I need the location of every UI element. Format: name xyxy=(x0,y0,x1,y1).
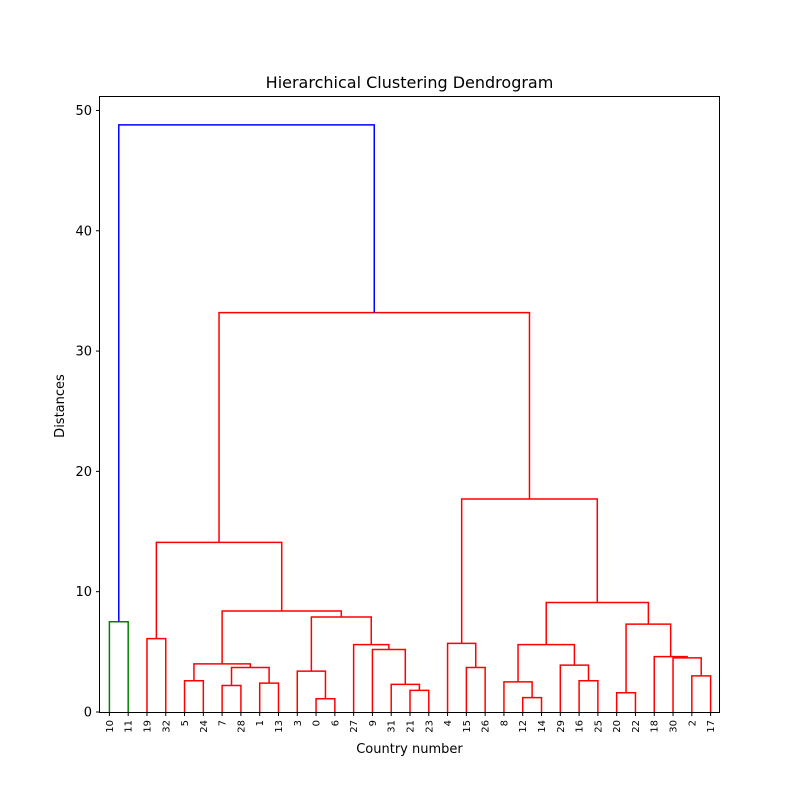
x-tick-label: 1 xyxy=(255,720,266,726)
dendrogram-link-15 xyxy=(155,541,283,639)
x-tick-label: 32 xyxy=(161,720,172,733)
x-tick-label: 22 xyxy=(631,720,642,733)
dendrogram-link-0 xyxy=(108,621,129,712)
x-tick-label: 17 xyxy=(706,720,717,733)
dendrogram-link-14 xyxy=(221,610,343,664)
dendrogram-link-10 xyxy=(390,683,421,712)
y-tick-label: 20 xyxy=(75,465,92,480)
dendrogram-link-27 xyxy=(625,623,672,693)
x-tick-label: 21 xyxy=(406,720,417,733)
x-tick-label: 3 xyxy=(293,720,304,726)
x-tick-label: 18 xyxy=(650,720,661,733)
x-tick-label: 8 xyxy=(499,720,510,726)
x-tick-label: 24 xyxy=(199,720,210,733)
x-tick-label: 13 xyxy=(274,720,285,733)
x-tick-label: 15 xyxy=(462,720,473,733)
x-tick-label: 10 xyxy=(105,720,116,733)
x-tick-label: 14 xyxy=(537,720,548,733)
dendrogram-link-6 xyxy=(193,663,252,681)
x-tick-label: 4 xyxy=(443,720,454,726)
dendrogram-link-11 xyxy=(371,648,407,712)
dendrogram-link-30 xyxy=(218,311,531,543)
x-tick-label: 12 xyxy=(518,720,529,733)
x-tick-label: 9 xyxy=(368,720,379,726)
dendrogram-link-18 xyxy=(521,696,543,712)
x-axis-label: Country number xyxy=(356,742,463,757)
x-tick-label: 20 xyxy=(612,720,623,733)
x-tick-label: 19 xyxy=(142,720,153,733)
dendrogram-link-7 xyxy=(315,698,336,712)
dendrogram-link-29 xyxy=(460,498,599,644)
dendrogram-link-19 xyxy=(503,681,533,712)
dendrogram-link-9 xyxy=(409,689,430,712)
x-tick-label: 25 xyxy=(593,720,604,733)
dendrogram-link-4 xyxy=(258,682,280,712)
y-tick-label: 50 xyxy=(75,104,92,119)
dendrogram-link-20 xyxy=(578,679,599,712)
chart-title: Hierarchical Clustering Dendrogram xyxy=(266,73,554,92)
y-tick-label: 0 xyxy=(84,706,92,721)
dendrogram-link-3 xyxy=(221,684,242,712)
dendrogram-link-12 xyxy=(352,643,390,712)
x-tick-label: 2 xyxy=(687,720,698,726)
dendrogram-link-1 xyxy=(146,637,167,712)
x-tick-label: 16 xyxy=(575,720,586,733)
dendrogram-link-16 xyxy=(465,666,486,712)
x-tick-label: 5 xyxy=(180,720,191,726)
x-axis: 10 11 19 32 5 24 7 28 1 13 3 0 6 27 9 31 21 23 4 15 26 8 12 14 2… xyxy=(105,712,717,733)
dendrogram-link-28 xyxy=(545,601,650,645)
x-tick-label: 23 xyxy=(424,720,435,733)
x-tick-label: 0 xyxy=(312,720,323,726)
y-axis: 0 10 20 30 40 50 xyxy=(75,104,100,721)
dendrogram-link-23 xyxy=(615,692,637,712)
x-tick-label: 6 xyxy=(330,720,341,726)
x-tick-label: 28 xyxy=(236,720,247,733)
dendrogram-link-17 xyxy=(446,642,477,712)
x-tick-label: 30 xyxy=(669,720,680,733)
y-tick-label: 10 xyxy=(75,585,92,600)
dendrogram-link-24 xyxy=(691,675,712,712)
dendrogram-link-26 xyxy=(653,655,688,712)
dendrogram-link-8 xyxy=(296,670,327,712)
x-tick-label: 11 xyxy=(124,720,135,733)
dendrogram-link-21 xyxy=(559,664,590,712)
dendrogram-link-22 xyxy=(517,643,576,682)
dendrogram-links xyxy=(108,124,712,712)
dendrogram-link-2 xyxy=(183,679,205,712)
dendrogram-link-25 xyxy=(672,657,702,712)
x-tick-label: 31 xyxy=(387,720,398,733)
x-tick-label: 26 xyxy=(481,720,492,733)
plot-frame xyxy=(99,96,720,713)
x-tick-label: 29 xyxy=(556,720,567,733)
x-tick-label: 7 xyxy=(218,720,229,726)
y-tick-label: 30 xyxy=(75,345,92,360)
dendrogram-link-31 xyxy=(118,124,376,622)
y-tick-label: 40 xyxy=(75,224,92,239)
x-tick-label: 27 xyxy=(349,720,360,733)
y-axis-label: Distances xyxy=(53,374,68,438)
